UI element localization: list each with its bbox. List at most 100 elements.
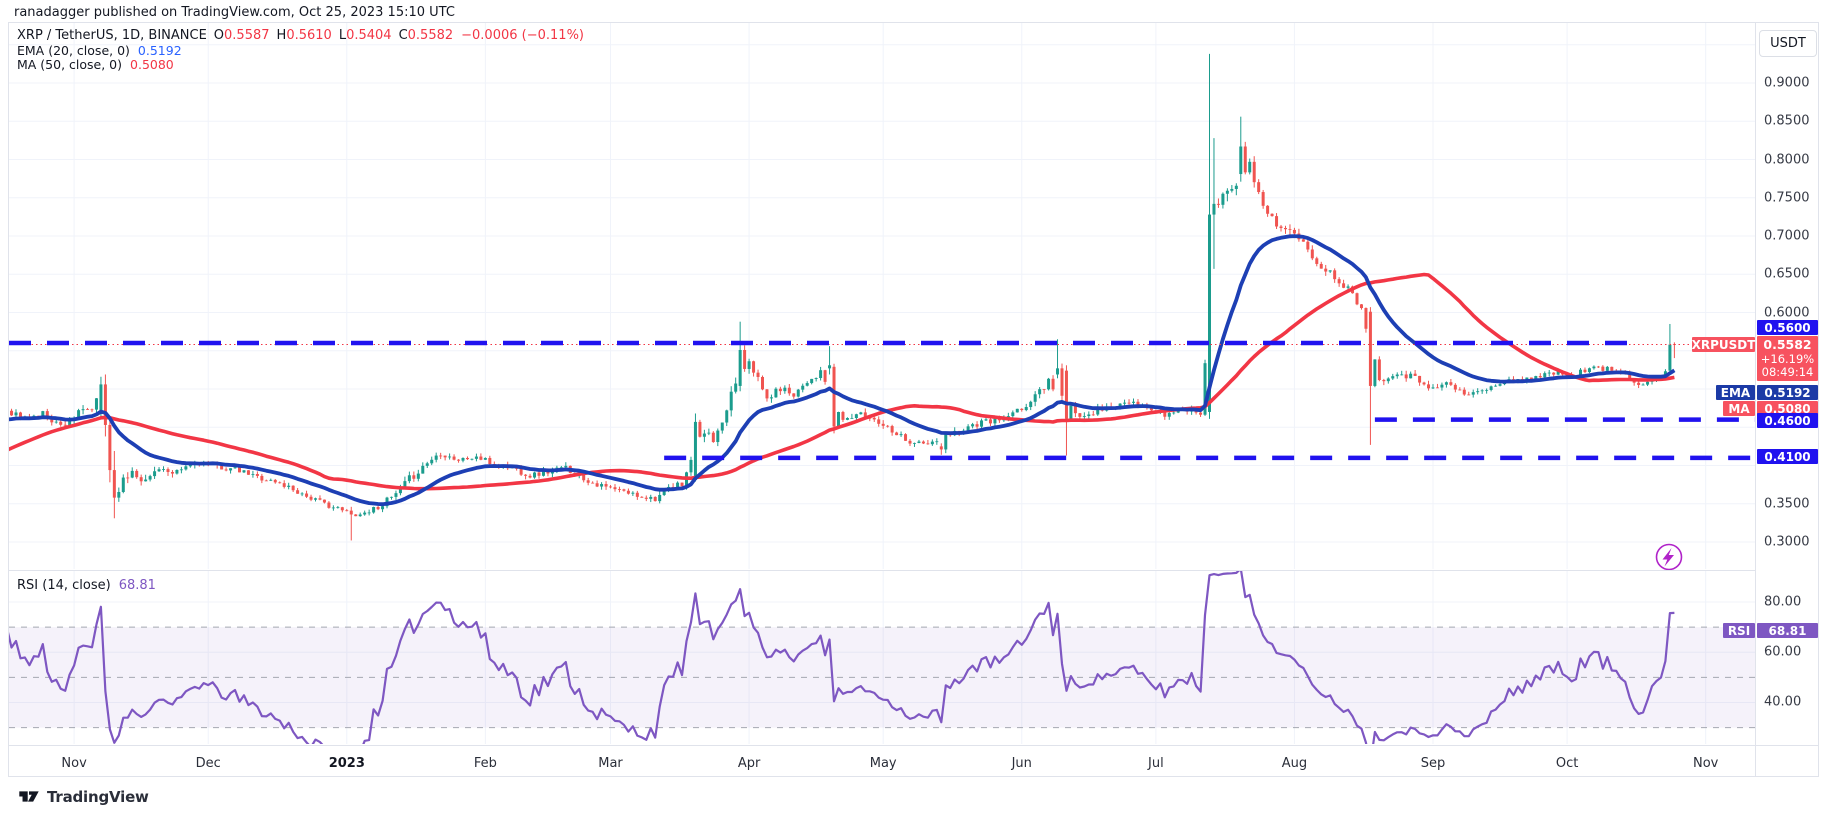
candle-body <box>367 512 371 514</box>
candle-body <box>756 372 760 377</box>
lightning-bolt-glyph <box>1662 548 1674 567</box>
candle-body <box>1199 412 1203 415</box>
candle-body <box>1042 389 1046 390</box>
price-axis-label: 0.3500 <box>1764 496 1810 512</box>
level-badge-0-5600: 0.5600 <box>1757 320 1818 335</box>
symbol-title[interactable]: XRP / TetherUS, 1D, BINANCE <box>17 28 207 43</box>
candle-body <box>1324 268 1328 272</box>
lightning-circle <box>1655 543 1683 571</box>
candle-body <box>1587 368 1591 373</box>
ma-tag: MA <box>1723 401 1755 416</box>
candle-body <box>980 420 984 427</box>
candle-body <box>144 479 148 482</box>
candle-body <box>801 385 805 390</box>
candle-body <box>841 412 845 420</box>
legend: XRP / TetherUS, 1D, BINANCE O0.5587 H0.561… <box>17 28 584 73</box>
candle-body <box>1243 146 1247 173</box>
candle-body <box>372 507 376 513</box>
candle-body <box>761 376 764 390</box>
candle-body <box>1333 270 1337 280</box>
candle-body <box>729 391 733 411</box>
candle-body <box>944 433 948 450</box>
candle-body <box>465 457 469 460</box>
bar-countdown: 08:49:14 <box>1761 365 1814 379</box>
candle-body <box>398 487 402 494</box>
candle-body <box>1377 359 1381 381</box>
candle-body <box>1118 403 1122 408</box>
candle-body <box>86 409 90 410</box>
candle-body <box>412 475 416 479</box>
candle-body <box>421 465 425 474</box>
time-axis-label-jul: Jul <box>1148 756 1164 771</box>
candle-body <box>251 474 255 475</box>
price-axis-label: 0.7500 <box>1764 190 1810 206</box>
legend-ma-row[interactable]: MA (50, close, 0) 0.5080 <box>17 57 584 73</box>
candle-body <box>984 419 988 421</box>
candle-body <box>327 502 331 508</box>
ema-label[interactable]: EMA (20, close, 0) <box>17 42 130 58</box>
last-price-change: +16.19% <box>1760 352 1815 366</box>
candle-body <box>90 409 94 411</box>
candle-body <box>604 484 608 487</box>
pane-divider[interactable] <box>8 570 1755 571</box>
candle-body <box>640 496 644 498</box>
candle-body <box>153 471 157 477</box>
candle-body <box>220 464 224 470</box>
time-axis-label-aug: Aug <box>1281 756 1308 771</box>
rsi-label[interactable]: RSI (14, close) <box>17 578 111 593</box>
candle-body <box>1163 410 1167 417</box>
ma-value-badge: 0.5080 <box>1757 401 1818 416</box>
candle-body <box>1485 389 1489 391</box>
rsi-legend-row[interactable]: RSI (14, close) 68.81 <box>17 578 156 593</box>
tradingview-logo[interactable]: TradingView <box>18 787 149 806</box>
candle-body <box>148 476 152 480</box>
candle-body <box>354 514 358 517</box>
candle-body <box>1078 413 1082 417</box>
rsi-line[interactable] <box>7 569 1675 764</box>
candle-body <box>287 485 291 487</box>
quick-trade-lightning-icon[interactable] <box>1655 543 1683 571</box>
legend-symbol-row[interactable]: XRP / TetherUS, 1D, BINANCE O0.5587 H0.561… <box>17 28 584 44</box>
candle-body <box>559 467 563 469</box>
candle-body <box>1230 188 1234 191</box>
candle-body <box>617 489 621 490</box>
ema20-line[interactable] <box>7 234 1676 507</box>
candle-body <box>229 468 233 471</box>
price-axis-label: 0.6000 <box>1764 305 1810 320</box>
candle-body <box>778 388 782 392</box>
candle-body <box>792 393 796 397</box>
candle-body <box>309 496 313 500</box>
candle-body <box>305 493 309 497</box>
candle-body <box>921 441 925 444</box>
candle-body <box>1033 394 1037 402</box>
candle-body <box>926 443 930 445</box>
candle-body <box>1646 381 1650 385</box>
candle-body <box>264 480 268 482</box>
candle-body <box>1435 387 1439 389</box>
candle-body <box>631 492 635 494</box>
candle-body <box>224 469 228 471</box>
overlay-lines-layer <box>7 234 1676 507</box>
candle-body <box>1024 407 1028 411</box>
candle-body <box>609 486 613 488</box>
rsi-axis-label: 60.00 <box>1764 644 1802 660</box>
candle-body <box>1467 394 1471 396</box>
candle-body <box>658 494 662 502</box>
candle-body <box>881 423 885 426</box>
candle-body <box>1382 380 1386 382</box>
currency-unit-button[interactable]: USDT <box>1759 30 1817 57</box>
candle-body <box>600 484 604 487</box>
candle-body <box>1275 216 1279 227</box>
ma50-line[interactable] <box>7 272 1675 491</box>
ma-label[interactable]: MA (50, close, 0) <box>17 57 123 72</box>
candle-body <box>752 361 756 373</box>
candle-body <box>1471 392 1475 395</box>
candle-body <box>1610 366 1614 371</box>
candle-body <box>94 398 98 410</box>
candle-body <box>1364 308 1368 329</box>
legend-ema-row[interactable]: EMA (20, close, 0) 0.5192 <box>17 42 584 59</box>
candle-body <box>63 424 67 426</box>
candle-body <box>59 421 63 425</box>
rsi-axis-label: 40.00 <box>1764 694 1802 710</box>
